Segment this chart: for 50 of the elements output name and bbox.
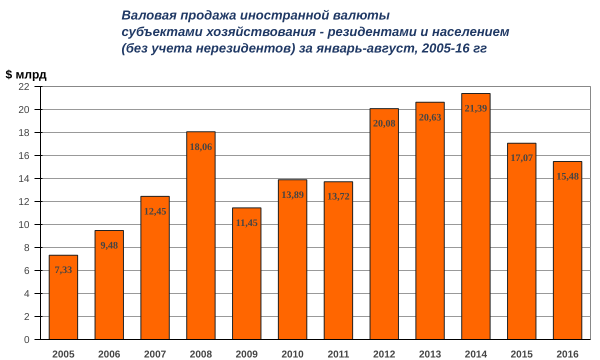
- x-tick-label: 2008: [190, 350, 212, 360]
- x-tick-label: 2014: [464, 350, 488, 360]
- bar: [461, 93, 491, 340]
- data-label: 18,06: [190, 142, 212, 153]
- y-axis-title: $ млрд: [6, 68, 48, 82]
- bar: [186, 131, 216, 340]
- x-tick-label: 2006: [98, 350, 121, 360]
- y-tick-label: 6: [24, 266, 30, 277]
- data-label: 9,48: [100, 240, 118, 252]
- data-label: 13,72: [327, 192, 350, 203]
- x-tick-label: 2016: [556, 350, 580, 360]
- bar: [507, 142, 536, 340]
- x-tick-label: 2009: [236, 350, 258, 360]
- data-label: 12,45: [144, 206, 166, 218]
- bar: [140, 196, 170, 340]
- x-tick-label: 2007: [144, 350, 167, 360]
- x-tick-label: 2015: [510, 350, 534, 360]
- data-label: 20,08: [373, 118, 396, 130]
- data-label: 15,48: [556, 171, 579, 182]
- data-label: 11,45: [236, 218, 258, 229]
- y-tick-label: 12: [18, 197, 30, 208]
- data-label: 21,39: [464, 104, 488, 115]
- bar: [324, 181, 354, 340]
- x-tick-label: 2012: [373, 350, 396, 360]
- y-tick-label: 0: [24, 335, 30, 346]
- y-tick-label: 8: [24, 243, 30, 254]
- y-tick-label: 20: [18, 105, 30, 116]
- x-tick-label: 2013: [418, 350, 442, 360]
- bar: [370, 108, 399, 340]
- data-label: 13,89: [281, 190, 304, 201]
- y-tick-label: 18: [18, 128, 30, 139]
- y-tick-label: 10: [18, 220, 30, 231]
- x-tick-label: 2011: [328, 350, 350, 360]
- x-tick-label: 2005: [52, 350, 75, 360]
- x-tick-label: 2010: [281, 350, 304, 360]
- data-label: 20,63: [418, 112, 442, 124]
- y-tick-label: 4: [24, 289, 30, 300]
- y-tick-label: 14: [18, 174, 30, 185]
- data-label: 17,07: [510, 153, 533, 164]
- bar: [415, 102, 445, 340]
- y-tick-label: 16: [18, 151, 30, 162]
- bar: [94, 230, 124, 340]
- bar: [552, 160, 582, 340]
- bar: [48, 254, 78, 340]
- y-tick-label: 2: [24, 312, 30, 323]
- y-tick-label: 22: [18, 82, 30, 93]
- data-label: 7,33: [54, 265, 72, 276]
- chart-title: Валовая продажа иностранной валюты субъектами хозяйствования - резидентами и населением (без учета нерезидентов) за январь-август, 2005-16 гг: [122, 8, 510, 56]
- bar: [232, 207, 262, 340]
- bar: [278, 179, 308, 340]
